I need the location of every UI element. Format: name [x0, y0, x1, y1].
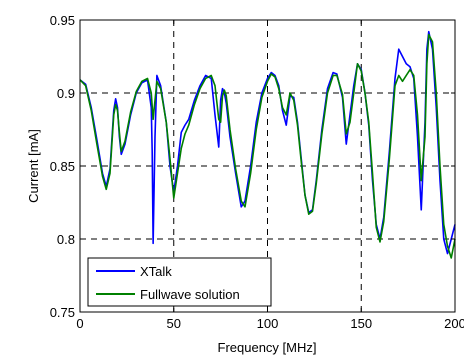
x-tick-label: 100 — [257, 316, 279, 331]
y-tick-label: 0.85 — [50, 159, 75, 174]
series-line-fullwave — [79, 33, 456, 259]
y-tick-label: 0.9 — [57, 86, 75, 101]
ticks — [79, 19, 456, 313]
x-tick-label: 0 — [76, 316, 83, 331]
tick-labels: 0 50 100 150 200 0.75 0.8 0.85 0.9 0.95 — [50, 13, 464, 331]
series-layer — [79, 30, 456, 259]
x-tick-label: 50 — [167, 316, 181, 331]
y-axis-title: Current [mA] — [26, 129, 41, 203]
legend: XTalk Fullwave solution — [87, 257, 272, 307]
x-axis-title: Frequency [MHz] — [218, 340, 317, 355]
legend-label-xtalk: XTalk — [140, 264, 172, 279]
series-line-xtalk — [79, 30, 456, 255]
y-tick-label: 0.8 — [57, 232, 75, 247]
x-tick-label: 200 — [444, 316, 464, 331]
y-tick-label: 0.75 — [50, 305, 75, 320]
legend-label-fullwave: Fullwave solution — [140, 287, 240, 302]
x-tick-label: 150 — [350, 316, 372, 331]
legend-box — [87, 257, 272, 307]
y-tick-label: 0.95 — [50, 13, 75, 28]
